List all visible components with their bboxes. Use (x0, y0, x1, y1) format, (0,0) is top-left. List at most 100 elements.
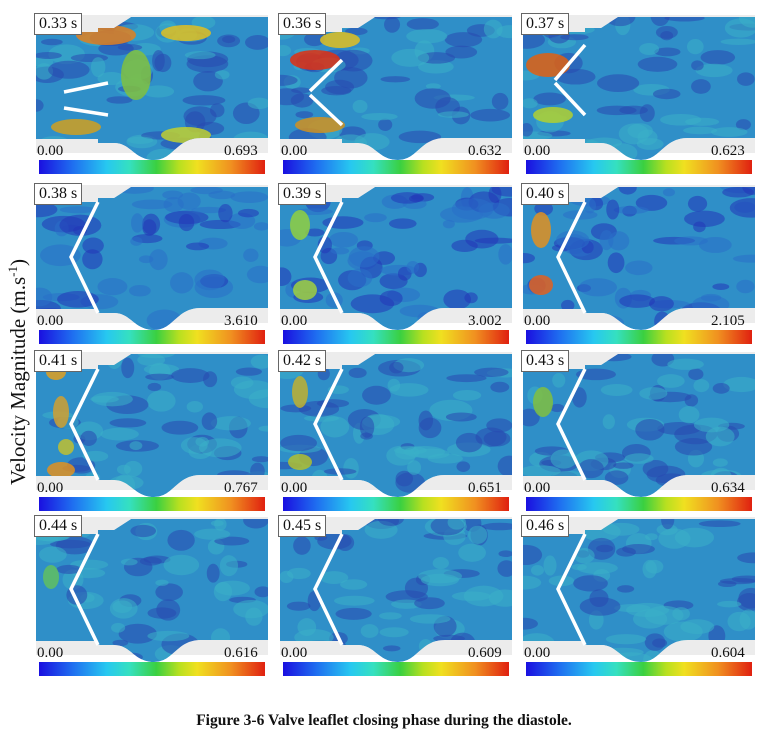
colorbar (283, 662, 509, 676)
velocity-panel: 0.41 s (34, 350, 268, 497)
flow-texture (335, 607, 372, 620)
flow-texture (183, 106, 217, 127)
valve-leaflet (63, 81, 109, 94)
high-velocity-region (533, 387, 553, 417)
flow-texture (712, 383, 730, 394)
colorbar (283, 160, 509, 174)
flow-texture (445, 412, 477, 422)
flow-texture (59, 214, 102, 236)
flow-texture (523, 617, 538, 630)
valve-leaflet (556, 368, 587, 481)
flow-texture (149, 249, 168, 271)
flow-texture (575, 368, 616, 381)
flow-texture (717, 600, 742, 608)
flow-texture (418, 410, 434, 431)
flow-texture (732, 254, 755, 263)
flow-texture (40, 38, 63, 46)
valve-leaflet (313, 533, 344, 646)
flow-texture (606, 199, 620, 220)
flow-texture (379, 612, 402, 620)
flow-texture (456, 461, 471, 472)
valve-leaflet (553, 43, 587, 82)
flow-texture (561, 299, 575, 312)
colorbar (283, 330, 509, 344)
flow-texture (323, 468, 357, 475)
flow-texture (389, 361, 404, 374)
flow-texture (717, 580, 737, 587)
flow-texture (674, 236, 708, 246)
flow-texture (432, 557, 449, 570)
flow-texture (123, 460, 143, 477)
y-axis-label-suffix: ) (6, 258, 30, 266)
velocity-field (523, 517, 755, 662)
flow-texture (414, 597, 445, 610)
flow-texture (147, 382, 162, 392)
flow-texture (213, 581, 233, 602)
y-axis-label: Velocity Magnitude (m.s-1) (5, 259, 31, 485)
flow-texture (490, 381, 510, 393)
flow-texture (676, 654, 706, 662)
flow-texture (147, 607, 177, 619)
flow-texture (443, 289, 471, 310)
flow-texture (246, 265, 268, 284)
flow-texture (649, 296, 674, 312)
flow-texture (162, 190, 183, 200)
colorbar-min: 0.00 (37, 143, 64, 159)
flow-texture (145, 373, 174, 381)
velocity-field (523, 15, 755, 160)
valve-leaflet (69, 368, 100, 481)
flow-texture (409, 614, 451, 624)
flow-texture (693, 221, 706, 233)
velocity-field (36, 15, 268, 160)
velocity-panel: 0.43 s (521, 350, 755, 497)
flow-texture (693, 379, 710, 393)
flow-texture (498, 244, 512, 265)
flow-texture (163, 554, 200, 576)
flow-texture (735, 119, 751, 131)
flow-texture (523, 252, 535, 264)
flow-texture (330, 247, 350, 255)
flow-texture (543, 555, 557, 576)
flow-texture (191, 17, 216, 30)
flow-texture (360, 624, 379, 638)
flow-texture (280, 74, 298, 86)
flow-texture (425, 83, 441, 90)
flow-texture (577, 562, 618, 575)
flow-texture (219, 555, 239, 577)
time-label: 0.38 s (34, 183, 83, 205)
time-label: 0.33 s (34, 13, 83, 35)
flow-texture (167, 529, 195, 551)
colorbar-max: 0.609 (468, 645, 502, 661)
flow-texture (245, 35, 268, 50)
flow-texture (237, 208, 259, 218)
flow-texture (686, 38, 704, 55)
velocity-field (36, 517, 268, 662)
velocity-field (280, 517, 512, 662)
flow-texture (184, 51, 216, 60)
flow-texture (382, 645, 401, 652)
flow-texture (36, 287, 53, 307)
flow-texture (206, 563, 220, 583)
flow-texture (248, 389, 268, 409)
flow-texture (90, 395, 119, 403)
flow-texture (446, 374, 487, 383)
flow-texture (120, 558, 138, 566)
time-label: 0.43 s (521, 350, 570, 372)
flow-domain (36, 519, 268, 662)
flow-texture (739, 609, 755, 630)
colorbar-max: 3.610 (224, 313, 258, 329)
flow-texture (738, 587, 755, 609)
flow-texture (408, 195, 424, 203)
flow-texture (59, 206, 97, 214)
velocity-panel: 0.36 s (278, 13, 512, 160)
flow-texture (127, 136, 154, 144)
flow-texture (455, 432, 483, 453)
flow-texture (55, 536, 94, 555)
flow-texture (680, 619, 715, 635)
flow-texture (458, 543, 486, 562)
high-velocity-region (533, 107, 573, 123)
high-velocity-region (531, 212, 551, 248)
flow-texture (720, 38, 755, 45)
colorbar-max: 0.616 (224, 645, 258, 661)
flow-texture (320, 416, 350, 438)
